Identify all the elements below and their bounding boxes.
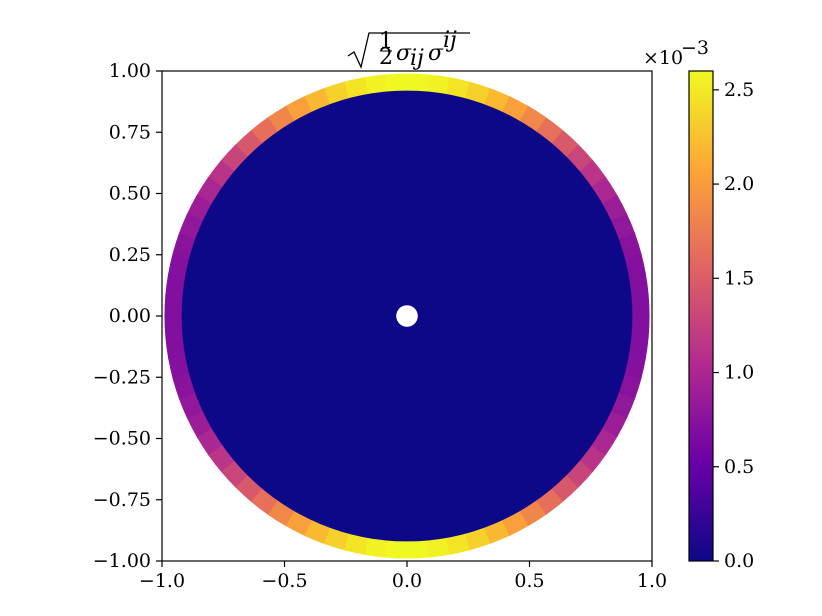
colorbar-multiplier: ×10 −3 [643, 37, 709, 69]
stress-field [164, 73, 650, 559]
ring-segment [172, 233, 197, 259]
x-tick-label: −1.0 [139, 570, 185, 592]
ring-segment [445, 532, 471, 555]
y-tick-label: 0.00 [109, 305, 151, 327]
colorbar [688, 70, 714, 562]
ring-segment [384, 73, 407, 93]
title-fraction-numerator: 1 [379, 29, 393, 54]
ring-segment [251, 487, 280, 516]
ring-segment [617, 232, 642, 258]
ring-segment [196, 176, 224, 205]
title-radical-sign [347, 32, 470, 69]
ring-segment [364, 536, 389, 558]
y-axis: 1.00 0.75 0.50 0.25 0.00 −0.25 −0.50 −0.75 −1.00 [93, 60, 162, 572]
y-tick-label: −0.25 [93, 366, 151, 388]
ring-segment [165, 335, 187, 360]
title-fraction-denominator: 2 [379, 45, 393, 70]
y-tick-label: 0.75 [109, 121, 151, 143]
ring-segment [344, 532, 369, 556]
colorbar-multiplier-exponent: −3 [681, 37, 709, 59]
ring-segment [630, 293, 650, 316]
ring-segment [165, 273, 187, 298]
ring-segment [465, 526, 491, 551]
x-tick-label: 0.5 [514, 570, 544, 592]
y-tick-label: −0.50 [93, 428, 151, 450]
title-sigma-lower: σ [396, 41, 412, 66]
ring-segment [627, 272, 649, 297]
ring-segment [324, 526, 350, 551]
colorbar-tick-label: 2.5 [724, 79, 754, 101]
ring-segment [363, 74, 388, 96]
ring-segment [405, 73, 429, 93]
x-tick-label: 1.0 [637, 570, 667, 592]
colorbar-tick-label: 0.5 [724, 456, 754, 478]
ring-segment [630, 314, 650, 338]
ring-segment [407, 539, 430, 559]
ring-segment [167, 253, 191, 278]
ring-segment [464, 81, 490, 106]
ring-segment [207, 160, 236, 189]
ring-segment [623, 252, 646, 278]
ring-segment [590, 427, 618, 456]
x-tick-label: −0.5 [261, 570, 307, 592]
colorbar-tick-label: 1.5 [724, 267, 754, 289]
colorbar-multiplier-base: ×10 [643, 47, 683, 69]
title-sigma-upper: σ [428, 41, 444, 66]
ring-segment [164, 294, 184, 318]
ring-segment [168, 354, 191, 380]
ring-segment [426, 536, 451, 558]
ring-segment [627, 334, 649, 359]
ring-segment [164, 316, 184, 339]
ring-segment [578, 443, 607, 472]
colorbar-tick-label: 1.0 [724, 362, 754, 384]
ring-segment [445, 76, 470, 100]
outer-stress-ring [164, 73, 650, 559]
y-tick-label: 0.25 [109, 244, 151, 266]
ring-segment [518, 105, 547, 133]
ring-segment [172, 374, 197, 400]
x-tick-label: 0.0 [392, 570, 422, 592]
y-tick-label: 1.00 [109, 60, 151, 82]
colorbar-tick-label: 0.0 [724, 550, 754, 572]
colorbar-tick-label: 2.0 [724, 173, 754, 195]
ring-segment [385, 539, 409, 559]
ring-segment [617, 373, 642, 399]
title-subscript: ij [410, 46, 424, 71]
colorbar-axis: 0.0 0.5 1.0 1.5 2.0 2.5 [713, 79, 754, 572]
x-axis: −1.0 −0.5 0.0 0.5 1.0 [139, 561, 667, 592]
ring-segment [323, 81, 349, 106]
center-hole [396, 305, 418, 327]
ring-segment [534, 116, 563, 145]
ring-segment [343, 77, 369, 100]
y-tick-label: 0.50 [109, 183, 151, 205]
ring-segment [623, 354, 647, 379]
y-tick-label: −0.75 [93, 489, 151, 511]
ring-segment [267, 499, 296, 527]
title-superscript: ij [443, 28, 457, 53]
y-tick-label: −1.00 [93, 550, 151, 572]
ring-segment [425, 74, 450, 96]
chart-title: 1 2 σ ij σ ij [347, 28, 470, 71]
